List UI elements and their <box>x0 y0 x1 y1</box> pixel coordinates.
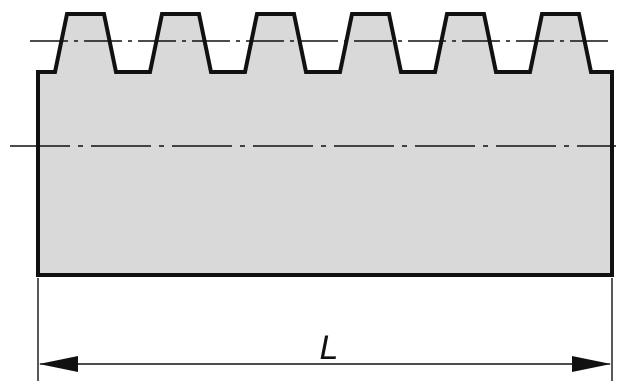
length-dimension-label: L <box>320 329 339 367</box>
dimension-arrow-left <box>39 356 78 372</box>
rack-body <box>36 12 614 277</box>
dimension-arrow-right <box>572 356 611 372</box>
